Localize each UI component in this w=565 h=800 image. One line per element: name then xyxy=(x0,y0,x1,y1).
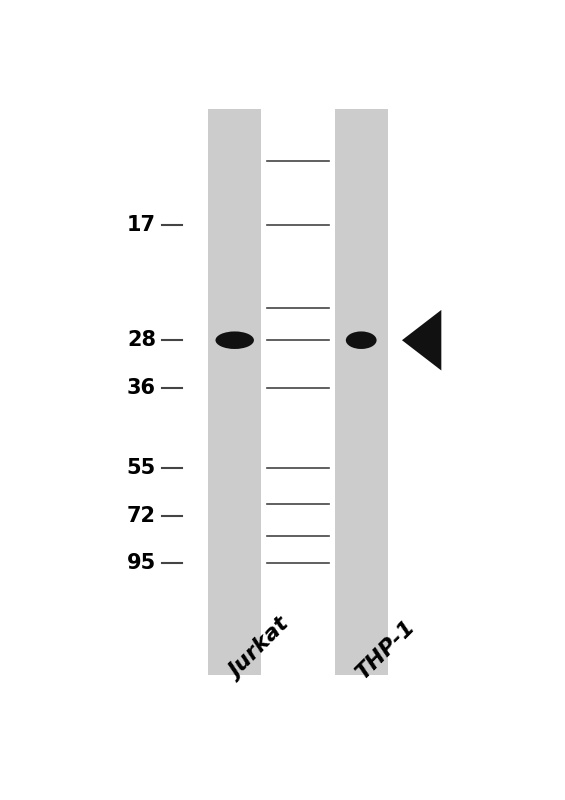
Text: 36: 36 xyxy=(127,378,156,398)
Text: 17: 17 xyxy=(127,214,156,234)
Text: 55: 55 xyxy=(127,458,156,478)
Polygon shape xyxy=(402,310,441,370)
Ellipse shape xyxy=(346,331,377,349)
Bar xyxy=(334,109,388,675)
Bar xyxy=(208,109,262,675)
Text: 72: 72 xyxy=(127,506,156,526)
Text: 28: 28 xyxy=(127,330,156,350)
Text: 95: 95 xyxy=(127,554,156,574)
Text: Jurkat: Jurkat xyxy=(226,615,294,683)
Ellipse shape xyxy=(215,331,254,349)
Text: THP-1: THP-1 xyxy=(353,616,419,683)
